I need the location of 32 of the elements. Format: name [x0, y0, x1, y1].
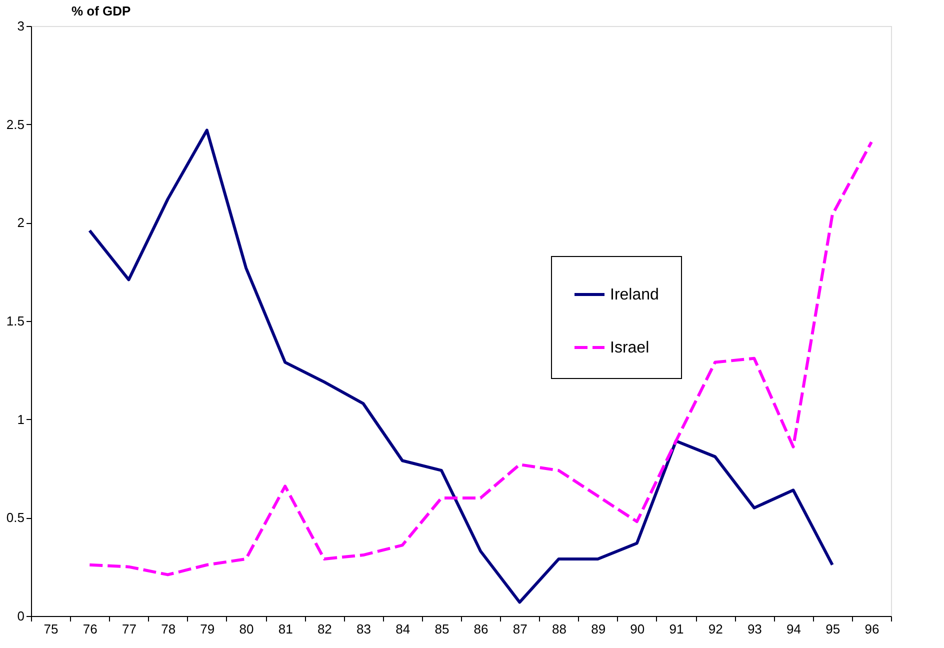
x-tick-label: 92 — [708, 622, 723, 636]
x-tick-label: 95 — [826, 622, 840, 636]
x-tick-label: 87 — [512, 622, 528, 636]
x-tick-label: 78 — [161, 622, 176, 636]
y-tick-label: 2 — [17, 215, 24, 230]
x-tick-label: 93 — [747, 622, 762, 636]
legend-label: Israel — [610, 340, 650, 356]
x-tick-label: 84 — [396, 622, 410, 636]
x-tick-label: 81 — [278, 622, 293, 636]
x-tick-label: 80 — [239, 622, 254, 636]
x-tick-label: 76 — [82, 622, 98, 636]
x-tick-label: 85 — [434, 622, 450, 636]
x-tick-label: 90 — [630, 622, 645, 636]
y-tick-label: 1 — [17, 412, 24, 427]
x-tick-label: 88 — [552, 622, 566, 636]
x-tick-label: 96 — [864, 622, 880, 636]
x-tick-label: 82 — [317, 622, 332, 636]
x-tick-label: 94 — [786, 622, 802, 636]
y-tick-label: 0 — [17, 608, 24, 624]
x-tick-label: 89 — [591, 622, 606, 636]
y-tick-label: 2.5 — [6, 116, 24, 132]
y-tick-label: 0.5 — [6, 510, 24, 526]
y-tick-label: 1.5 — [6, 314, 24, 328]
legend-label: Ireland — [610, 286, 659, 304]
x-tick-label: 79 — [200, 622, 215, 636]
x-tick-label: 91 — [669, 622, 684, 636]
x-tick-label: 83 — [356, 622, 372, 636]
x-tick-label: 77 — [122, 622, 136, 636]
y-axis-title: % of GDP — [72, 4, 132, 18]
y-tick-label: 3 — [17, 18, 24, 34]
x-tick-label: 86 — [474, 622, 488, 636]
x-tick-label: 75 — [44, 622, 58, 636]
